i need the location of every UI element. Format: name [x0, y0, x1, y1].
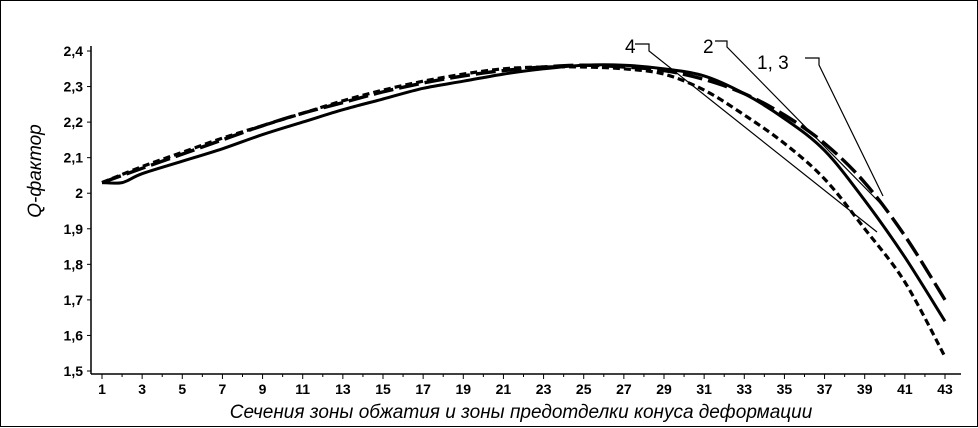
- axes: [90, 46, 961, 375]
- x-tick-label: 13: [335, 381, 351, 397]
- x-tick-label: 5: [178, 381, 186, 397]
- y-axis-label: Q-фактор: [25, 124, 46, 217]
- series-callouts: 4 2 1, 3: [625, 37, 884, 233]
- x-tick-label: 41: [897, 381, 913, 397]
- series-1-3-line: [101, 63, 947, 301]
- x-tick-label: 11: [295, 381, 310, 397]
- series-lines: [101, 63, 947, 358]
- y-tick-label: 2,2: [64, 114, 84, 130]
- y-tick-label: 2: [75, 185, 83, 201]
- x-tick-label: 35: [777, 381, 793, 397]
- x-tick-label: 23: [536, 381, 552, 397]
- x-tick-label: 29: [656, 381, 672, 397]
- x-tick-label: 9: [259, 381, 267, 397]
- x-tick-label: 33: [736, 381, 752, 397]
- x-tick-label: 19: [455, 381, 471, 397]
- x-tick-label: 17: [415, 381, 431, 397]
- series-2-line: [101, 63, 947, 323]
- y-tick-label: 2,4: [64, 43, 84, 59]
- x-tick-label: 27: [616, 381, 632, 397]
- x-tick-label: 39: [857, 381, 873, 397]
- y-tick-label: 2,1: [64, 150, 84, 166]
- x-tick-label: 15: [375, 381, 391, 397]
- x-tick-label: 3: [138, 381, 146, 397]
- callout-2-leader: [715, 40, 882, 205]
- x-tick-label: 43: [937, 381, 953, 397]
- x-tick-label: 31: [696, 381, 712, 397]
- series-4-line: [101, 65, 947, 358]
- callout-4-leader: [635, 43, 878, 233]
- y-tick-label: 1,5: [64, 363, 84, 379]
- x-tick-label: 1: [98, 381, 106, 397]
- callout-2-label: 2: [703, 37, 714, 58]
- y-tick-label: 1,7: [64, 292, 84, 308]
- x-tick-label: 7: [219, 381, 227, 397]
- x-tick-label: 37: [817, 381, 833, 397]
- callout-1-3-label: 1, 3: [757, 53, 789, 74]
- callout-4-label: 4: [625, 37, 636, 58]
- y-tick-label: 1,9: [64, 221, 84, 237]
- y-tick-label: 1,8: [64, 256, 84, 272]
- y-tick-label: 1,6: [64, 327, 84, 343]
- x-tick-label: 25: [576, 381, 592, 397]
- tick-labels: 1,51,61,71,81,922,12,22,32,41 3 5 7 9 11 13 15 1…: [64, 43, 953, 397]
- y-tick-label: 2,3: [64, 79, 84, 95]
- x-axis-label: Сечения зоны обжатия и зоны предотделки …: [230, 402, 813, 423]
- x-tick-label: 21: [496, 381, 512, 397]
- callout-1-3-leader: [805, 57, 884, 197]
